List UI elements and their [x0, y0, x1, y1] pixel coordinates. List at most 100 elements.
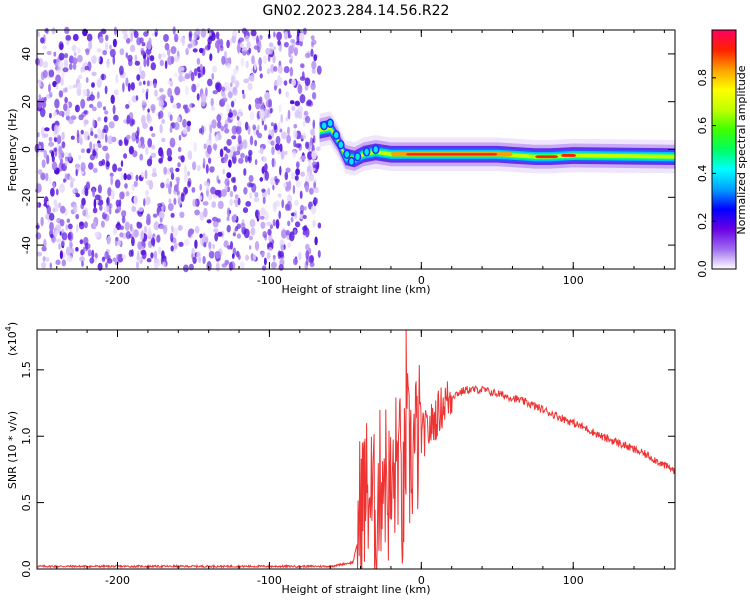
- noise-speckle: [41, 261, 47, 269]
- noise-speckle: [290, 171, 296, 180]
- noise-speckle: [283, 41, 289, 48]
- noise-speckle: [267, 228, 272, 236]
- noise-speckle: [151, 106, 156, 114]
- noise-speckle: [121, 73, 126, 79]
- noise-speckle: [133, 229, 139, 238]
- colorbar: 0.0 0.2 0.4 0.6 0.8 Normalized spectral ampl…: [696, 29, 748, 278]
- noise-speckle: [113, 114, 119, 122]
- noise-speckle: [252, 254, 257, 261]
- noise-speckle: [133, 30, 139, 39]
- noise-speckle: [115, 237, 119, 242]
- noise-speckle: [211, 166, 215, 172]
- noise-speckle: [207, 144, 212, 155]
- noise-speckle: [312, 178, 318, 183]
- noise-speckle: [177, 197, 182, 206]
- noise-speckle: [45, 27, 49, 35]
- noise-speckle: [259, 34, 263, 40]
- noise-speckle: [112, 163, 118, 173]
- noise-speckle: [126, 114, 131, 124]
- noise-speckle: [104, 85, 108, 95]
- noise-speckle: [170, 95, 174, 104]
- signal-core: [406, 153, 498, 156]
- noise-speckle: [289, 66, 294, 77]
- noise-speckle: [243, 168, 247, 176]
- noise-speckle: [178, 134, 182, 141]
- noise-speckle: [194, 28, 200, 38]
- noise-speckle: [287, 242, 292, 249]
- noise-speckle: [299, 32, 305, 42]
- noise-speckle: [200, 28, 207, 38]
- noise-speckle: [196, 82, 200, 88]
- noise-speckle: [260, 215, 265, 220]
- spectrogram-y-label: Frequency (Hz): [6, 109, 19, 192]
- noise-speckle: [204, 45, 211, 51]
- noise-speckle: [146, 115, 153, 124]
- noise-speckle: [170, 212, 175, 218]
- noise-speckle: [60, 240, 65, 247]
- noise-speckle: [40, 172, 46, 181]
- noise-speckle: [192, 198, 198, 207]
- noise-speckle: [66, 102, 70, 112]
- noise-speckle: [140, 50, 146, 56]
- noise-speckle: [58, 52, 65, 61]
- noise-speckle: [250, 227, 256, 236]
- noise-speckle: [215, 251, 221, 259]
- noise-speckle: [187, 171, 190, 176]
- noise-speckle: [159, 217, 163, 223]
- noise-speckle: [276, 31, 282, 41]
- noise-speckle: [199, 63, 203, 72]
- signal-blob: [326, 118, 334, 128]
- noise-speckle: [317, 250, 321, 258]
- noise-speckle: [113, 227, 118, 234]
- noise-speckle: [199, 183, 202, 191]
- noise-speckle: [161, 137, 166, 143]
- noise-speckle: [295, 168, 300, 176]
- noise-speckle: [309, 136, 313, 147]
- noise-speckle: [58, 243, 61, 250]
- noise-speckle: [311, 60, 317, 70]
- noise-speckle: [105, 160, 110, 170]
- noise-speckle: [82, 88, 88, 97]
- noise-speckle: [35, 232, 42, 240]
- noise-speckle: [63, 152, 69, 157]
- noise-speckle: [66, 246, 71, 256]
- noise-speckle: [208, 241, 212, 249]
- noise-speckle: [150, 237, 156, 246]
- noise-speckle: [65, 34, 71, 41]
- noise-speckle: [184, 104, 189, 114]
- noise-speckle: [299, 190, 303, 199]
- noise-speckle: [194, 225, 200, 234]
- snr-x-tick-label: 0: [418, 574, 425, 587]
- noise-speckle: [210, 98, 214, 107]
- noise-speckle: [114, 179, 121, 189]
- noise-speckle: [296, 33, 300, 44]
- noise-speckle: [294, 199, 299, 207]
- noise-speckle: [151, 32, 155, 37]
- noise-speckle: [307, 171, 310, 177]
- spectrogram-x-label: Height of straight line (km): [281, 283, 430, 296]
- noise-speckle: [60, 205, 66, 214]
- noise-speckle: [158, 210, 165, 220]
- noise-speckle: [287, 109, 291, 120]
- noise-speckle: [93, 221, 97, 228]
- noise-speckle: [60, 77, 64, 86]
- noise-speckle: [187, 150, 193, 160]
- noise-speckle: [102, 145, 108, 152]
- noise-speckle: [231, 35, 237, 44]
- noise-speckle: [287, 220, 291, 227]
- noise-speckle: [131, 132, 137, 142]
- svg-text:(x104): (x104): [4, 322, 19, 356]
- noise-speckle: [57, 61, 64, 70]
- noise-speckle: [236, 223, 241, 230]
- noise-speckle: [309, 187, 314, 195]
- noise-speckle: [202, 256, 206, 264]
- noise-speckle: [287, 126, 290, 136]
- noise-speckle: [41, 159, 46, 169]
- noise-speckle: [183, 238, 190, 247]
- noise-speckle: [59, 183, 65, 193]
- noise-speckle: [223, 81, 230, 89]
- noise-speckle: [212, 220, 219, 228]
- noise-speckle: [212, 65, 217, 73]
- noise-speckle: [214, 232, 219, 242]
